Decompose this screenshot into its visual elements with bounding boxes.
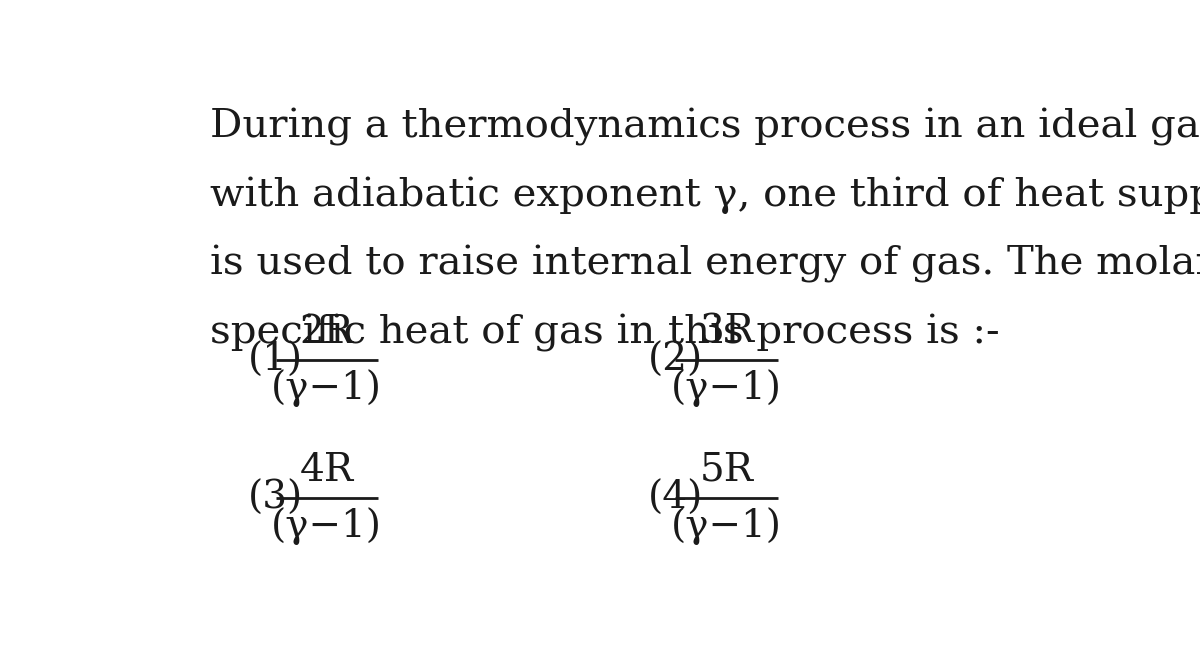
Text: specific heat of gas in this process is :-: specific heat of gas in this process is … [210,314,1000,353]
Text: (1): (1) [247,342,302,379]
Text: (γ−1): (γ−1) [671,507,782,545]
Text: is used to raise internal energy of gas. The molar: is used to raise internal energy of gas.… [210,245,1200,284]
Text: During a thermodynamics process in an ideal gas: During a thermodynamics process in an id… [210,107,1200,146]
Text: with adiabatic exponent γ, one third of heat supplied: with adiabatic exponent γ, one third of … [210,176,1200,214]
Text: (γ−1): (γ−1) [671,369,782,407]
Text: (4): (4) [648,479,703,516]
Text: 4R: 4R [300,452,354,489]
Text: 5R: 5R [700,452,754,489]
Text: (3): (3) [247,479,302,516]
Text: (γ−1): (γ−1) [271,507,382,545]
Text: 3R: 3R [700,314,754,351]
Text: 2R: 2R [300,314,354,351]
Text: (γ−1): (γ−1) [271,369,382,407]
Text: (2): (2) [648,342,703,379]
